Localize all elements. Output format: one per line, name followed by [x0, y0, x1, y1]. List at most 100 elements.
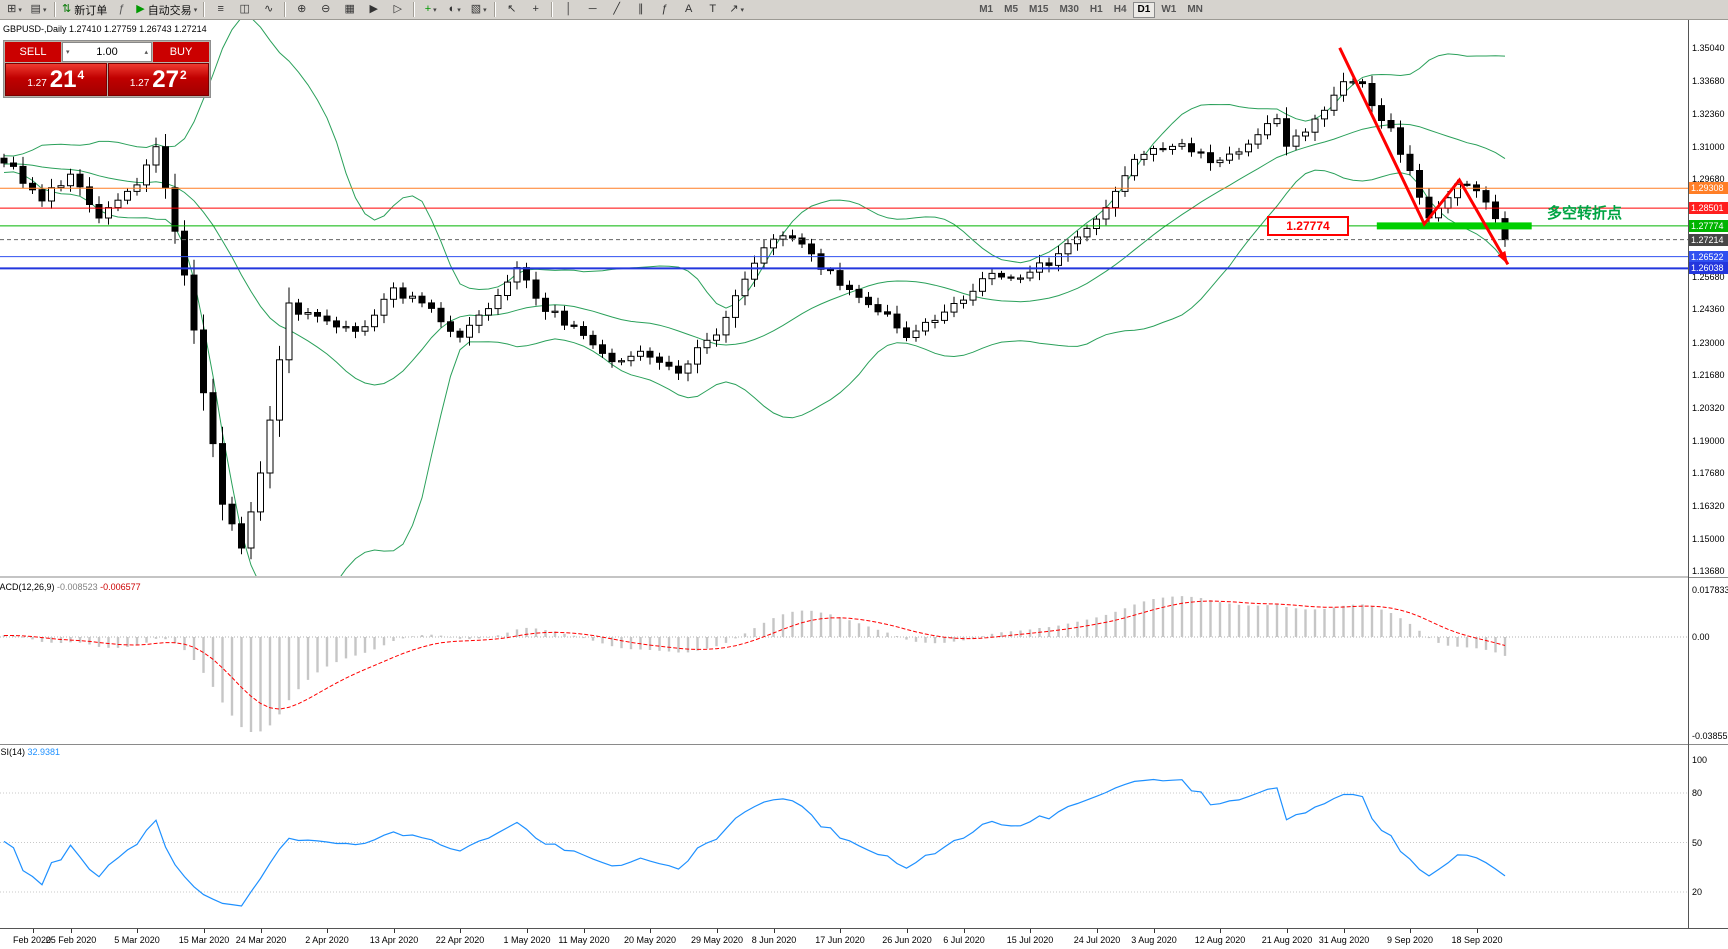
candle: [285, 302, 293, 361]
horizontal-line-icon[interactable]: ─: [581, 1, 604, 18]
trend-annotation[interactable]: [1338, 47, 1532, 266]
sell-header[interactable]: SELL: [5, 42, 61, 62]
auto-scroll-icon[interactable]: ▶: [362, 1, 385, 18]
candle: [922, 321, 929, 332]
timeframe-m30[interactable]: M30: [1054, 2, 1083, 18]
candle: [1273, 118, 1281, 125]
zoom-in-icon[interactable]: ⊕: [290, 1, 313, 18]
tile-windows-icon: ▦: [344, 3, 355, 15]
timeframe-h4[interactable]: H4: [1109, 2, 1132, 18]
sell-price-main: 21: [49, 65, 77, 93]
candle: [580, 326, 587, 336]
candle: [1482, 190, 1490, 203]
candle: [95, 204, 103, 219]
candlestick-chart-icon[interactable]: ◫: [233, 1, 256, 18]
new-order-button[interactable]: ⇅ 新订单: [60, 1, 109, 18]
timeframe-m1[interactable]: M1: [974, 2, 998, 18]
time-axis-label: 9 Sep 2020: [1386, 935, 1434, 945]
timeframe-mn[interactable]: MN: [1182, 2, 1208, 18]
trendline-icon[interactable]: ╱: [605, 1, 628, 18]
timeframe-m5[interactable]: M5: [999, 2, 1023, 18]
line-chart-icon[interactable]: ∿: [257, 1, 280, 18]
chart-title: GBPUSD-,Daily 1.27410 1.27759 1.26743 1.…: [3, 24, 207, 34]
chart-profiles-icon[interactable]: ▤ ▾: [27, 1, 50, 18]
candle: [171, 187, 179, 232]
time-axis-tick: [1477, 929, 1478, 933]
expert-advisors-icon[interactable]: ƒ: [110, 1, 133, 18]
candle: [960, 299, 967, 304]
candle: [770, 238, 777, 249]
trend-arrow-head: [1497, 250, 1508, 265]
bar-chart-icon[interactable]: ≡: [209, 1, 232, 18]
candle: [67, 173, 74, 187]
price-tag: 1.27214: [1689, 234, 1728, 246]
sell-button[interactable]: 1.27 21 4: [5, 63, 107, 96]
timeframe-m15[interactable]: M15: [1024, 2, 1053, 18]
chart-profiles-icon: ▤: [30, 3, 41, 15]
new-chart-icon[interactable]: ⊞ ▾: [3, 1, 26, 18]
timeframe-h1[interactable]: H1: [1085, 2, 1108, 18]
time-axis-label: 3 Aug 2020: [1131, 935, 1177, 945]
crosshair-icon[interactable]: +: [524, 1, 547, 18]
buy-button[interactable]: 1.27 27 2: [107, 63, 209, 96]
time-axis-label: 8 Jun 2020: [751, 935, 797, 945]
zoom-out-icon[interactable]: ⊖: [314, 1, 337, 18]
chinese-annotation-text[interactable]: 多空转折点: [1547, 205, 1623, 222]
candle: [399, 287, 407, 299]
lot-size-input[interactable]: [85, 46, 129, 58]
chart-canvas[interactable]: [0, 20, 1688, 928]
equidistant-channel-icon[interactable]: ∥: [629, 1, 652, 18]
candle: [1330, 94, 1338, 111]
arrows-icon[interactable]: ↗ ▾: [725, 1, 748, 18]
candle: [475, 314, 483, 326]
price-tag: 1.26522: [1689, 251, 1728, 263]
candle: [694, 347, 701, 365]
time-axis-label: 6 Jul 2020: [943, 935, 985, 945]
candle: [1311, 118, 1319, 133]
zoom-in-icon: ⊕: [297, 3, 307, 15]
price-axis-label: 1.15000: [1692, 534, 1725, 544]
tile-windows-icon[interactable]: ▦: [338, 1, 361, 18]
trade-panel-header-row: SELL ▾ ▴ BUY: [5, 42, 209, 62]
new-order-icon: ⇅: [62, 3, 72, 15]
rsi-indicator-label: RSI(14) 32.9381: [0, 747, 60, 757]
text-icon[interactable]: A: [677, 1, 700, 18]
candle: [323, 315, 331, 322]
time-axis-tick: [1097, 929, 1098, 933]
buy-header[interactable]: BUY: [153, 42, 209, 62]
time-axis-tick: [261, 929, 262, 933]
vertical-line-icon[interactable]: │: [557, 1, 580, 18]
candle: [1026, 271, 1034, 279]
candle: [979, 278, 986, 292]
fibonacci-icon[interactable]: ƒ: [653, 1, 676, 18]
lot-decrease-button[interactable]: ▾: [66, 49, 70, 56]
candle: [1292, 135, 1300, 147]
candle: [1283, 118, 1290, 147]
indicators-icon[interactable]: + ▾: [419, 1, 442, 18]
zoom-out-icon: ⊖: [321, 3, 331, 15]
timeframe-d1[interactable]: D1: [1132, 1, 1156, 18]
price-tag: 1.26038: [1689, 262, 1728, 274]
autotrading-button[interactable]: ▶ 自动交易 ▾: [134, 1, 199, 18]
candle: [1216, 159, 1224, 164]
templates-icon[interactable]: ▧ ▾: [467, 1, 490, 18]
chart-shift-icon[interactable]: ▷: [386, 1, 409, 18]
lot-increase-button[interactable]: ▴: [144, 49, 148, 56]
candle: [542, 297, 549, 312]
candle: [656, 356, 663, 363]
candle: [57, 185, 65, 189]
cursor-icon[interactable]: ↖: [500, 1, 523, 18]
text-label-icon[interactable]: T: [701, 1, 724, 18]
toolbar-separator: [284, 2, 287, 17]
timeframe-w1[interactable]: W1: [1156, 2, 1181, 18]
candle: [1131, 158, 1138, 177]
time-axis-label: 2 Apr 2020: [305, 935, 349, 945]
periods-icon[interactable]: ◐ ▾: [443, 1, 466, 18]
candle: [1007, 276, 1015, 279]
price-annotation-label[interactable]: 1.27774: [1267, 216, 1349, 236]
price-tag: 1.28501: [1689, 202, 1728, 214]
toolbar-separator: [54, 2, 56, 17]
time-axis-label: 15 Jul 2020: [1006, 935, 1054, 945]
time-axis-label: 20 May 2020: [623, 935, 677, 945]
candle: [1302, 131, 1309, 137]
